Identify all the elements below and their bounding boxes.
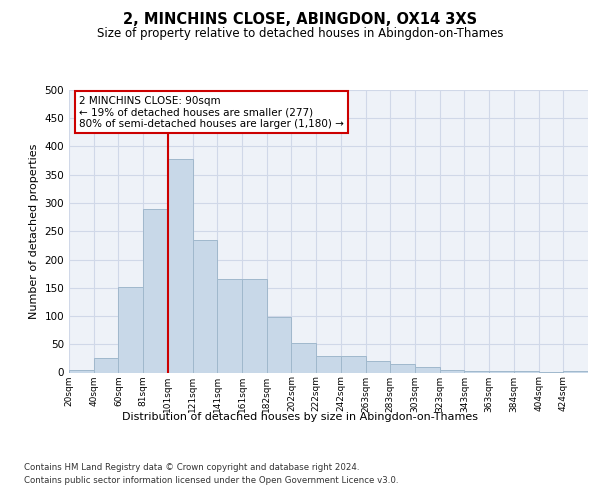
Bar xyxy=(242,280,267,372)
Text: 2, MINCHINS CLOSE, ABINGDON, OX14 3XS: 2, MINCHINS CLOSE, ABINGDON, OX14 3XS xyxy=(123,12,477,28)
Text: Contains public sector information licensed under the Open Government Licence v3: Contains public sector information licen… xyxy=(24,476,398,485)
Bar xyxy=(143,208,168,372)
Bar xyxy=(94,358,118,372)
Text: Distribution of detached houses by size in Abingdon-on-Thames: Distribution of detached houses by size … xyxy=(122,412,478,422)
Bar xyxy=(365,361,390,372)
Text: Contains HM Land Registry data © Crown copyright and database right 2024.: Contains HM Land Registry data © Crown c… xyxy=(24,462,359,471)
Text: Size of property relative to detached houses in Abingdon-on-Thames: Size of property relative to detached ho… xyxy=(97,28,503,40)
Y-axis label: Number of detached properties: Number of detached properties xyxy=(29,144,39,319)
Bar xyxy=(390,364,415,372)
Bar xyxy=(168,159,193,372)
Bar xyxy=(267,316,292,372)
Bar xyxy=(489,371,514,372)
Bar xyxy=(440,370,464,372)
Bar xyxy=(341,356,365,372)
Bar xyxy=(193,240,217,372)
Text: 2 MINCHINS CLOSE: 90sqm
← 19% of detached houses are smaller (277)
80% of semi-d: 2 MINCHINS CLOSE: 90sqm ← 19% of detache… xyxy=(79,96,344,129)
Bar xyxy=(118,286,143,372)
Bar xyxy=(415,368,440,372)
Bar xyxy=(563,371,588,372)
Bar xyxy=(316,356,341,372)
Bar xyxy=(69,370,94,372)
Bar xyxy=(292,343,316,372)
Bar xyxy=(217,280,242,372)
